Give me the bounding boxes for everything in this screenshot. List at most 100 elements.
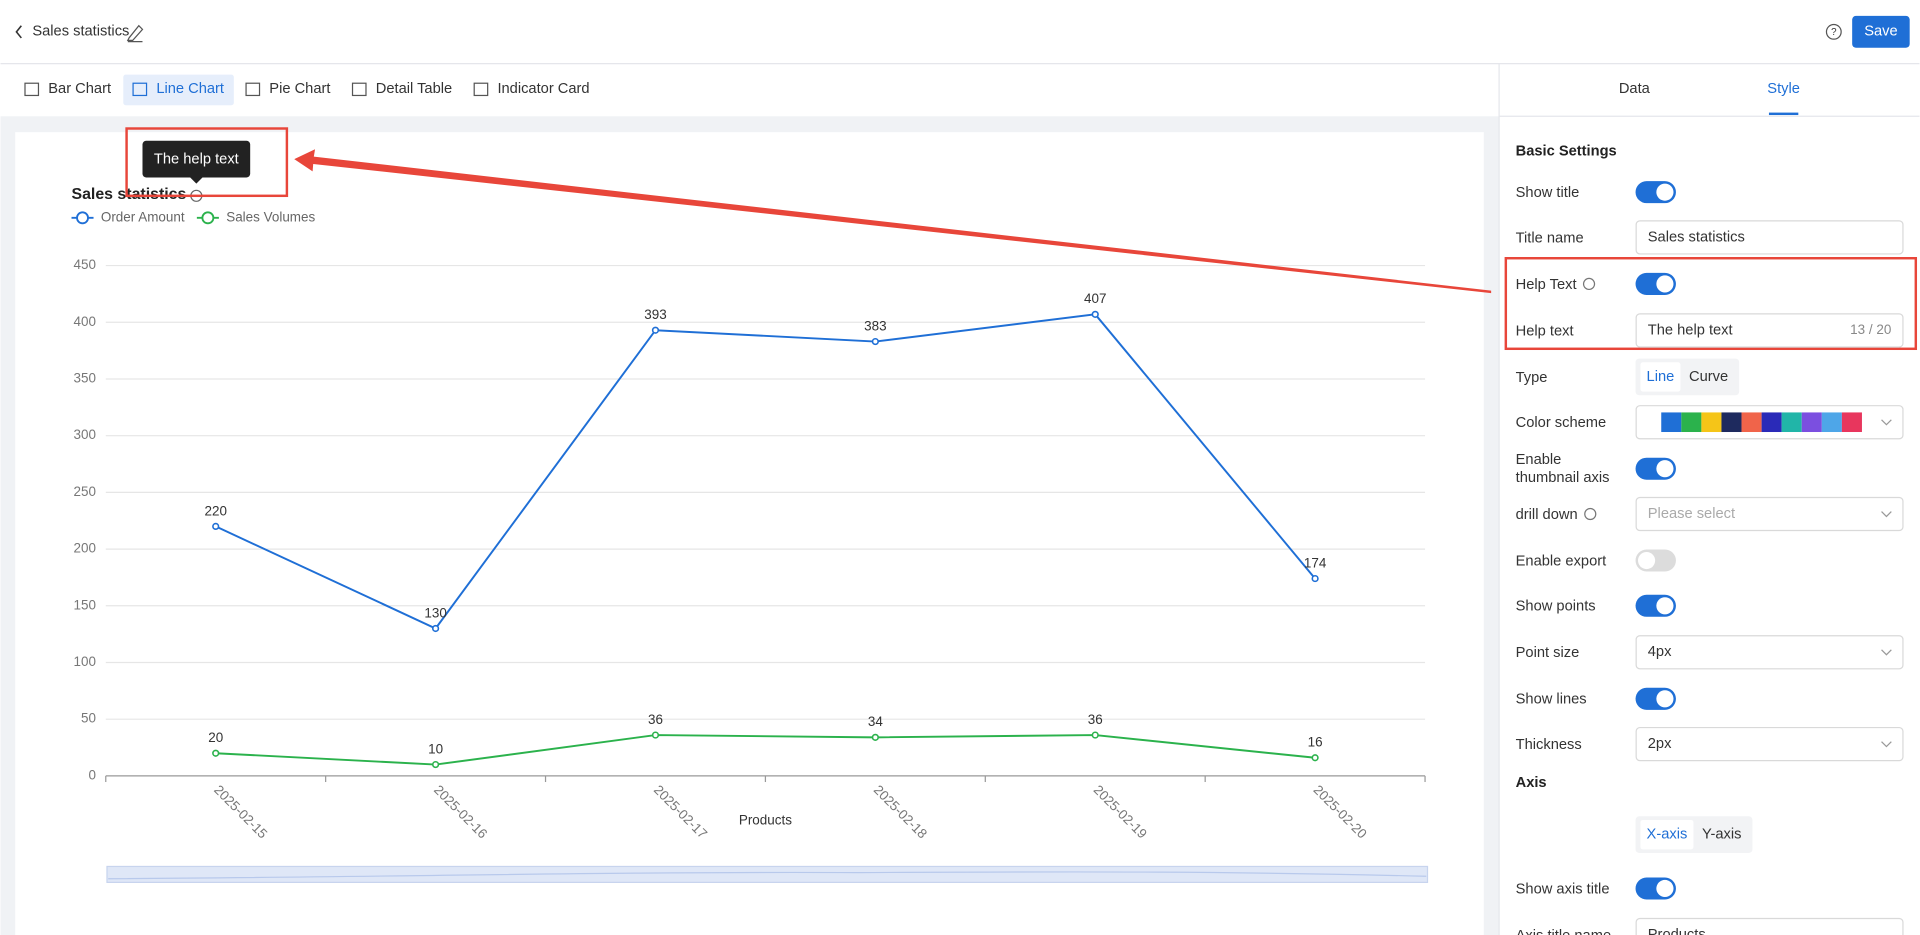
color-swatch	[1821, 412, 1842, 433]
select[interactable]	[1635, 726, 1904, 762]
setting-label-box: Show lines	[1516, 690, 1587, 707]
color-swatch	[1761, 412, 1782, 433]
setting-label-text: Enable export	[1515, 551, 1607, 569]
chart-tab-label: Pie Chart	[269, 81, 330, 97]
color-swatch	[1681, 412, 1702, 433]
data-point[interactable]	[431, 760, 440, 769]
text-input[interactable]	[1635, 917, 1904, 935]
annotation-box	[1504, 257, 1918, 351]
segment-option[interactable]: Y-axis	[1702, 827, 1741, 843]
setting-label-box: Help Text	[1515, 274, 1595, 292]
data-point[interactable]	[871, 337, 879, 346]
setting-label-text: Show axis title	[1515, 879, 1610, 897]
legend-label[interactable]: Sales Volumes	[226, 209, 315, 224]
save-button[interactable]	[1852, 15, 1910, 48]
data-point[interactable]	[651, 326, 660, 334]
tooltip	[142, 140, 251, 178]
input-value: The help text	[1648, 322, 1733, 338]
segment-option[interactable]: X-axis	[1647, 827, 1688, 843]
legend-label[interactable]: Order Amount	[101, 209, 185, 224]
data-point[interactable]	[1091, 731, 1099, 739]
data-label: 130	[424, 605, 446, 620]
segment-option[interactable]: Line	[1647, 369, 1675, 385]
chart-tab-label: Indicator Card	[497, 81, 589, 97]
color-swatch	[1721, 412, 1742, 433]
select-arrow	[1881, 741, 1892, 748]
chart-tab-icon[interactable]	[132, 82, 148, 97]
annotation-box	[125, 127, 289, 198]
panel-tab[interactable]: Data	[1619, 81, 1651, 97]
page-title: Sales statistics	[32, 24, 129, 40]
help-icon[interactable]	[1825, 23, 1842, 40]
setting-label-text: Axis title name	[1515, 925, 1612, 935]
color-swatch	[1741, 412, 1762, 433]
data-label: 383	[864, 318, 886, 333]
setting-label-text: Enable thumbnail axis	[1515, 450, 1610, 486]
setting-label-box: Title name	[1516, 215, 1629, 259]
setting-label: Enable export	[1516, 538, 1629, 582]
setting-label: Show points	[1516, 584, 1629, 628]
chart-tab-icon[interactable]	[24, 82, 40, 97]
data-point[interactable]	[871, 733, 879, 741]
series-line	[215, 313, 1316, 630]
setting-label-box: Thickness	[1516, 735, 1582, 752]
chart-tab-icon[interactable]	[351, 82, 367, 97]
setting-label-text: Title name	[1515, 228, 1584, 246]
setting-label-text: Show points	[1515, 596, 1596, 614]
color-swatch	[1781, 412, 1802, 433]
tooltip-arrow	[190, 177, 203, 184]
toggle-knob	[1656, 460, 1674, 478]
chart-tab-label: Line Chart	[156, 81, 224, 97]
data-point[interactable]	[1091, 310, 1099, 318]
setting-label-box: Enable export	[1516, 538, 1629, 582]
data-point[interactable]	[431, 624, 440, 633]
select-value: 4px	[1648, 644, 1672, 660]
setting-label-text: Show title	[1515, 182, 1580, 201]
data-point[interactable]	[212, 749, 220, 757]
data-point[interactable]	[1311, 754, 1319, 762]
toggle-knob	[1656, 275, 1674, 293]
setting-label: drill down	[1516, 492, 1629, 536]
y-tick-label: 0	[88, 767, 95, 782]
data-point[interactable]	[212, 522, 220, 531]
data-point[interactable]	[651, 731, 660, 739]
setting-label-text: Help Text	[1515, 274, 1577, 292]
setting-label: Show title	[1516, 170, 1629, 214]
chart-title: Sales statistics	[72, 186, 187, 203]
chart-tab-active	[123, 74, 234, 106]
setting-label: Enable thumbnail axis	[1516, 447, 1629, 491]
legend-marker	[201, 211, 215, 225]
setting-label: Title name	[1516, 215, 1629, 259]
data-label: 220	[204, 503, 226, 518]
toggle-knob	[1656, 690, 1674, 708]
text-input[interactable]	[1635, 220, 1904, 255]
select[interactable]	[1635, 496, 1904, 532]
setting-label-text: Color scheme	[1515, 413, 1607, 431]
annotation-arrow	[294, 149, 1492, 294]
help-icon[interactable]	[1583, 507, 1597, 521]
chart-tab-icon[interactable]	[245, 82, 261, 97]
help-icon[interactable]	[1582, 277, 1595, 291]
edit-icon[interactable]	[126, 24, 144, 43]
select-arrow	[1881, 511, 1892, 518]
zoom-slider[interactable]	[106, 865, 1429, 883]
legend-marker	[76, 211, 89, 225]
section-title: Axis	[1516, 775, 1547, 791]
back-button[interactable]	[15, 25, 22, 39]
data-label: 393	[644, 307, 666, 322]
segment-option[interactable]: Curve	[1689, 369, 1728, 385]
text-input[interactable]	[1635, 313, 1904, 348]
select-placeholder: Please select	[1648, 506, 1735, 522]
color-swatch	[1801, 412, 1822, 433]
select[interactable]	[1635, 635, 1904, 670]
setting-label-box: Color scheme	[1516, 400, 1629, 444]
setting-label: Point size	[1516, 630, 1629, 674]
setting-label: Color scheme	[1516, 400, 1629, 444]
chart-tab-icon[interactable]	[473, 82, 489, 97]
panel-tab[interactable]: Style	[1767, 81, 1800, 97]
toggle-knob	[1656, 879, 1674, 898]
data-point[interactable]	[1311, 574, 1319, 583]
series-line	[215, 734, 1316, 766]
setting-label: Axis title name	[1516, 913, 1629, 935]
